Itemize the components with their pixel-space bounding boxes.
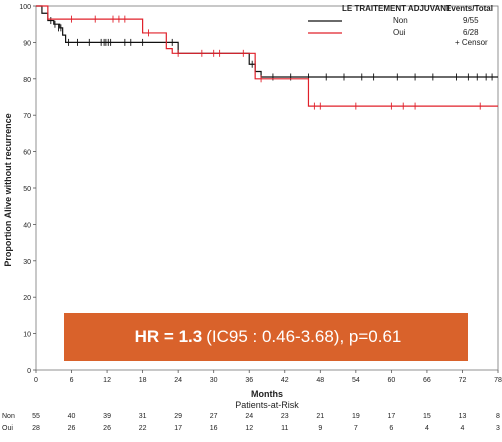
y-tick-label: 10 (23, 332, 31, 339)
x-axis-label: Months (251, 389, 283, 399)
y-tick-label: 100 (19, 4, 31, 11)
legend-title: LE TRAITEMENT ADJUVANT (342, 4, 451, 13)
y-axis: 0 10 20 30 40 50 60 70 80 90 100 (19, 4, 36, 375)
risk-count: 26 (68, 425, 76, 432)
risk-count: 3 (496, 425, 500, 432)
y-axis-label: Proportion Alive without recurrence (3, 113, 13, 266)
risk-count: 6 (389, 425, 393, 432)
risk-count: 23 (281, 413, 289, 420)
risk-count: 39 (103, 413, 111, 420)
legend-events-non: 9/55 (463, 16, 479, 25)
legend-label-oui: Oui (393, 28, 406, 37)
x-tick-label: 54 (352, 377, 360, 384)
y-tick-label: 80 (23, 77, 31, 84)
risk-count: 31 (139, 413, 147, 420)
x-tick-label: 66 (423, 377, 431, 384)
series-oui-line (36, 5, 498, 107)
x-tick-label: 0 (34, 377, 38, 384)
risk-count: 24 (245, 413, 253, 420)
risk-count: 29 (174, 413, 182, 420)
y-tick-label: 50 (23, 186, 31, 193)
x-axis: 0 6 12 18 24 30 36 42 48 54 60 66 72 78 (34, 370, 502, 384)
y-tick-label: 30 (23, 259, 31, 266)
risk-count: 4 (425, 425, 429, 432)
risk-count: 17 (174, 425, 182, 432)
x-tick-label: 72 (459, 377, 467, 384)
x-tick-label: 36 (245, 377, 253, 384)
x-tick-label: 18 (139, 377, 147, 384)
legend-label-non: Non (393, 16, 408, 25)
x-tick-label: 24 (174, 377, 182, 384)
y-tick-label: 60 (23, 150, 31, 157)
risk-count: 27 (210, 413, 218, 420)
x-tick-label: 12 (103, 377, 111, 384)
x-tick-label: 42 (281, 377, 289, 384)
risk-count: 13 (459, 413, 467, 420)
y-tick-label: 20 (23, 295, 31, 302)
x-tick-label: 30 (210, 377, 218, 384)
risk-count: 28 (32, 425, 40, 432)
y-tick-label: 90 (23, 40, 31, 47)
y-tick-label: 40 (23, 222, 31, 229)
x-tick-label: 6 (70, 377, 74, 384)
hazard-ratio-box: HR = 1.3 (IC95 : 0.46-3.68), p=0.61 (64, 313, 468, 361)
risk-count: 22 (139, 425, 147, 432)
risk-count: 11 (281, 425, 288, 432)
risk-row-label: Non (2, 413, 15, 420)
risk-count: 8 (496, 413, 500, 420)
risk-count: 15 (423, 413, 431, 420)
risk-count: 19 (352, 413, 360, 420)
risk-count: 21 (316, 413, 324, 420)
x-tick-label: 78 (494, 377, 502, 384)
risk-count: 9 (318, 425, 322, 432)
risk-count: 17 (387, 413, 395, 420)
x-tick-label: 48 (316, 377, 324, 384)
risk-count: 55 (32, 413, 40, 420)
series-layer (36, 5, 498, 110)
risk-count: 26 (103, 425, 111, 432)
risk-count: 7 (354, 425, 358, 432)
risk-count: 40 (68, 413, 76, 420)
x-tick-label: 60 (387, 377, 395, 384)
legend: LE TRAITEMENT ADJUVANT Events/Total Non … (308, 4, 493, 47)
y-tick-label: 70 (23, 113, 31, 120)
risk-count: 4 (461, 425, 465, 432)
y-tick-label: 0 (27, 368, 31, 375)
legend-events-header: Events/Total (446, 4, 493, 13)
legend-events-oui: 6/28 (463, 28, 479, 37)
risk-row-label: Oui (2, 425, 13, 432)
risk-table-title: Patients-at-Risk (235, 400, 299, 410)
risk-count: 16 (210, 425, 218, 432)
risk-count: 12 (245, 425, 253, 432)
legend-censor: + Censor (455, 38, 488, 47)
hazard-ratio-detail: (IC95 : 0.46-3.68), p=0.61 (206, 327, 402, 346)
hazard-ratio-value: HR = 1.3 (134, 327, 203, 346)
